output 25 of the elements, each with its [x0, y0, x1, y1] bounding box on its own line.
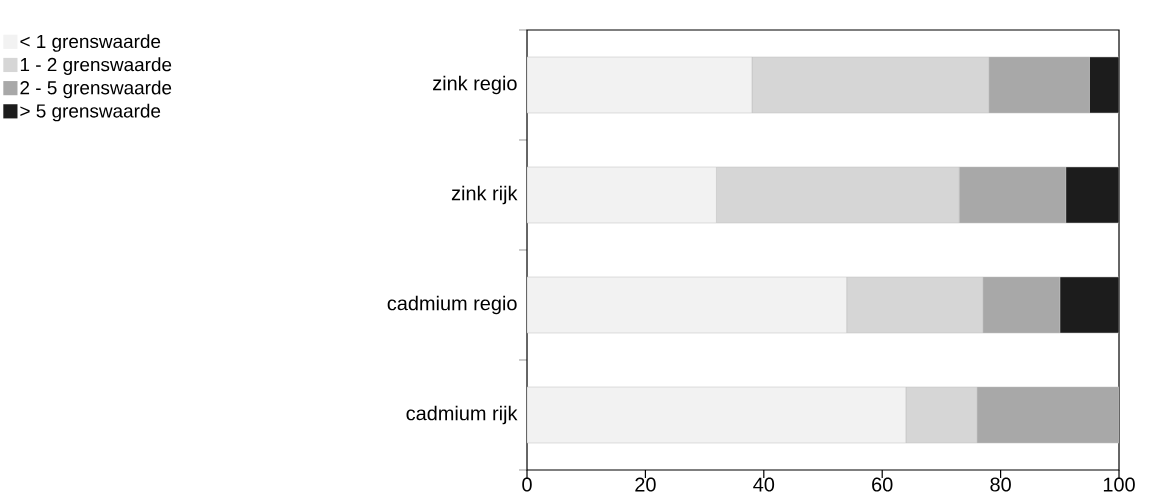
bar — [976, 386, 1120, 444]
x-tick-label: 60 — [872, 477, 893, 492]
legend-label: 2 - 5 grenswaarde — [20, 80, 172, 99]
x-tick-label: 80 — [990, 477, 1011, 492]
y-tick-label: cadmium rijk — [406, 405, 518, 425]
bar — [527, 386, 907, 444]
legend-label: 1 - 2 grenswaarde — [20, 57, 172, 75]
x-tick-label: 40 — [753, 477, 775, 492]
bar — [527, 56, 753, 114]
bar — [988, 56, 1090, 114]
bar — [1059, 276, 1120, 334]
bar — [1089, 56, 1120, 114]
y-tick-label: zink regio — [433, 75, 517, 95]
bar — [982, 276, 1061, 334]
bar — [527, 276, 847, 334]
legend-label: < 1 grenswaarde — [20, 34, 161, 52]
bar — [1065, 166, 1120, 224]
y-tick-label: zink rijk — [451, 185, 518, 205]
x-tick-label: 20 — [635, 477, 656, 492]
x-tick-label: 100 — [1103, 477, 1135, 492]
legend-label: > 5 grenswaarde — [20, 103, 161, 122]
y-tick-label: cadmium regio — [387, 295, 517, 315]
bar — [958, 166, 1066, 224]
bar — [527, 166, 717, 224]
x-tick-label: 0 — [522, 477, 532, 492]
